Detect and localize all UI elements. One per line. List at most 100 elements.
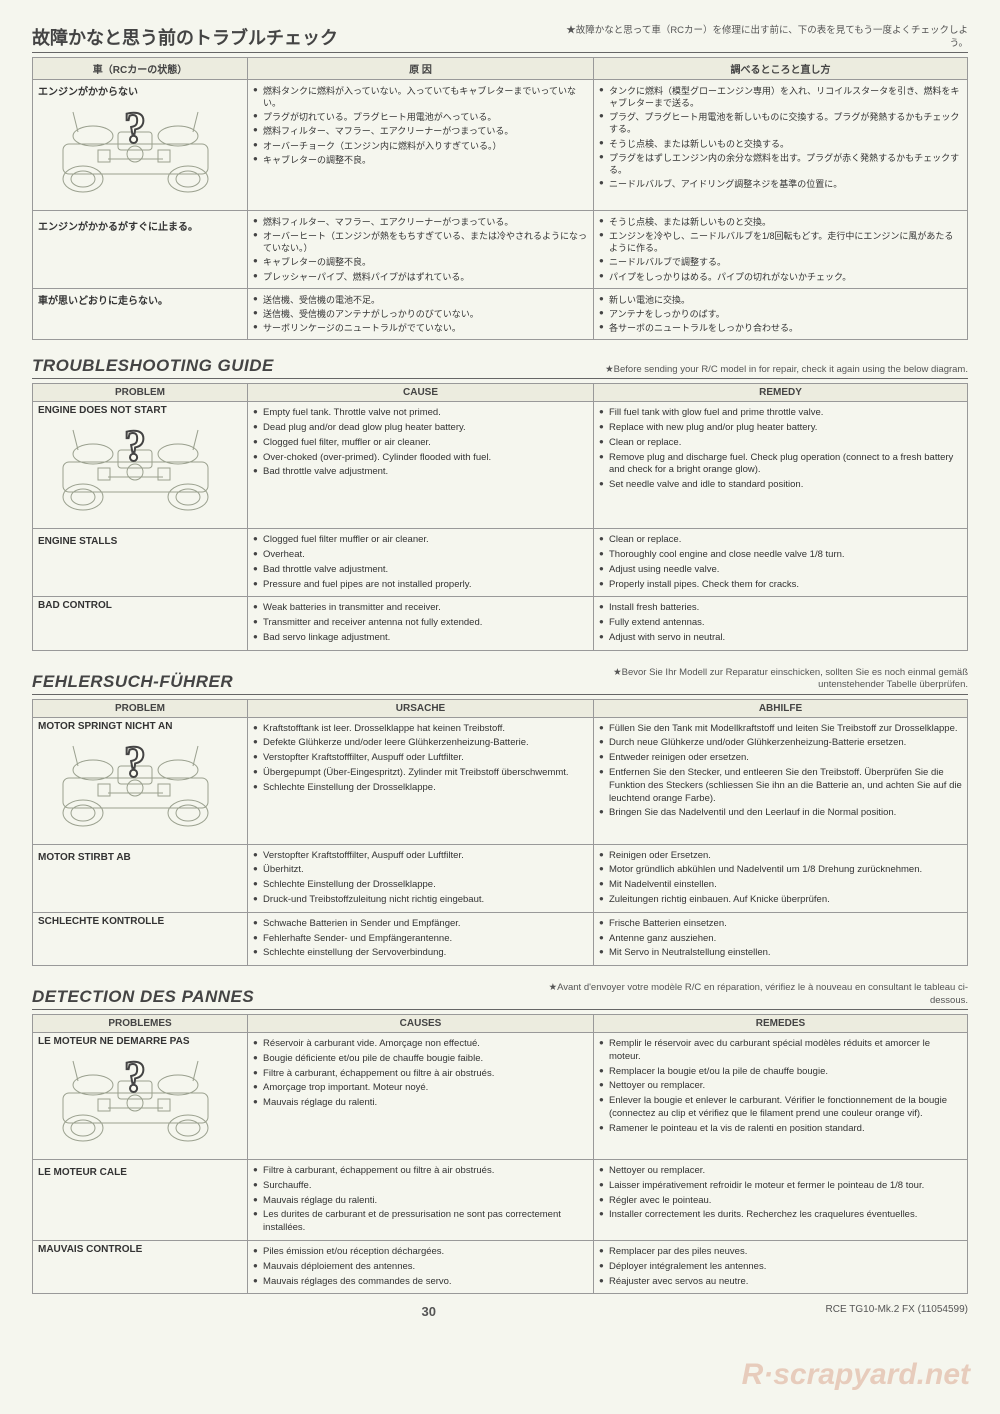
cause-cell: Schwache Batterien in Sender und Empfäng…: [248, 912, 594, 965]
cause-item: Overheat.: [253, 549, 588, 562]
troubleshoot-table-de: PROBLEM URSACHE ABHILFE MOTOR SPRINGT NI…: [32, 699, 968, 967]
cause-cell: Kraftstofftank ist leer. Drosselklappe h…: [248, 717, 594, 844]
problem-label: MAUVAIS CONTROLE: [38, 1244, 242, 1255]
cause-item: Mauvais réglages des commandes de servo.: [253, 1276, 588, 1289]
remedy-cell: Nettoyer ou remplacer. Laisser impérative…: [593, 1159, 967, 1240]
th-problem: PROBLEM: [33, 384, 248, 402]
remedy-item: Remove plug and discharge fuel. Check pl…: [599, 452, 962, 478]
remedy-item: Motor gründlich abkühlen und Nadelventil…: [599, 864, 962, 877]
remedy-cell: Reinigen oder Ersetzen.Motor gründlich a…: [593, 844, 967, 912]
th-problem: PROBLEMES: [33, 1014, 248, 1032]
chassis-diagram: ?: [38, 104, 233, 204]
section-note: ★Avant d'envoyer votre modèle R/C en rép…: [548, 982, 968, 1007]
section-header-fr: DETECTION DES PANNES ★Avant d'envoyer vo…: [32, 982, 968, 1010]
cause-item: Mauvais déploiement des antennes.: [253, 1261, 588, 1274]
page: 故障かなと思う前のトラブルチェック ★故障かなと思って車（RCカー）を修理に出す…: [0, 0, 1000, 1414]
remedy-item: プラグ、プラグヒート用電池を新しいものに交換する。プラグが発熱するかもチェックす…: [599, 111, 962, 135]
cause-item: Schlechte Einstellung der Drosselklappe.: [253, 879, 588, 892]
remedy-item: Adjust with servo in neutral.: [599, 632, 962, 645]
remedy-item: Remplacer par des piles neuves.: [599, 1246, 962, 1259]
remedy-item: アンテナをしっかりのばす。: [599, 308, 962, 320]
problem-label: MOTOR SPRINGT NICHT AN: [38, 721, 242, 732]
table-row: エンジンがかからない ? 燃料タンクに燃料が入っていない。入っていてもキャブレタ…: [33, 80, 968, 211]
remedy-item: Fully extend antennas.: [599, 617, 962, 630]
section-title: FEHLERSUCH-FÜHRER: [32, 672, 233, 692]
svg-text:?: ?: [124, 104, 146, 152]
table-row: LE MOTEUR NE DEMARRE PAS ? Réservoir à c…: [33, 1032, 968, 1159]
problem-label: エンジンがかからない: [38, 83, 242, 98]
remedy-item: Nettoyer ou remplacer.: [599, 1165, 962, 1178]
problem-cell: BAD CONTROL: [33, 597, 248, 650]
page-number: 30: [422, 1304, 436, 1319]
cause-cell: 燃料タンクに燃料が入っていない。入っていてもキャブレターまでいっていない。プラグ…: [248, 80, 594, 211]
remedy-item: パイプをしっかりはめる。パイプの切れがないかチェック。: [599, 271, 962, 283]
remedy-item: Laisser impérativement refroidir le mote…: [599, 1180, 962, 1193]
table-row: MOTOR STIRBT AB Verstopfter Kraftstofffil…: [33, 844, 968, 912]
remedy-item: 新しい電池に交換。: [599, 294, 962, 306]
section-note: ★故障かなと思って車（RCカー）を修理に出す前に、下の表を見てもう一度よくチェッ…: [548, 25, 968, 50]
table-row: MAUVAIS CONTROLE Piles émission et/ou réc…: [33, 1240, 968, 1293]
remedy-cell: タンクに燃料（模型グローエンジン専用）を入れ、リコイルスタータを引き、燃料をキャ…: [593, 80, 967, 211]
table-row: ENGINE DOES NOT START ? Empty fuel tank.…: [33, 402, 968, 529]
problem-cell: MOTOR SPRINGT NICHT AN ?: [33, 717, 248, 844]
cause-item: Defekte Glühkerze und/oder leere Glühker…: [253, 737, 588, 750]
remedy-item: Mit Nadelventil einstellen.: [599, 879, 962, 892]
cause-item: Pressure and fuel pipes are not installe…: [253, 579, 588, 592]
section-note: ★Before sending your R/C model in for re…: [605, 364, 968, 376]
table-row: SCHLECHTE KONTROLLESchwache Batterien in…: [33, 912, 968, 965]
th-cause: CAUSES: [248, 1014, 594, 1032]
remedy-item: Ramener le pointeau et la vis de ralenti…: [599, 1123, 962, 1136]
chassis-illustration: ?: [38, 422, 242, 525]
problem-cell: ENGINE DOES NOT START ?: [33, 402, 248, 529]
remedy-cell: Clean or replace.Thoroughly cool engine …: [593, 529, 967, 597]
document-id: RCE TG10-Mk.2 FX (11054599): [826, 1304, 968, 1319]
remedy-item: ニードルバルブ、アイドリング調整ネジを基準の位置に。: [599, 178, 962, 190]
remedy-item: Durch neue Glühkerze und/oder Glühkerzen…: [599, 737, 962, 750]
remedy-item: Installer correctement les durits. Reche…: [599, 1209, 962, 1222]
troubleshoot-table-fr: PROBLEMES CAUSES REMEDES LE MOTEUR NE DE…: [32, 1014, 968, 1295]
cause-item: Bad throttle valve adjustment.: [253, 466, 588, 479]
section-header-jp: 故障かなと思う前のトラブルチェック ★故障かなと思って車（RCカー）を修理に出す…: [32, 24, 968, 53]
cause-item: Clogged fuel filter muffler or air clean…: [253, 534, 588, 547]
cause-item: Übergepumpt (Über-Eingespritzt). Zylinde…: [253, 767, 588, 780]
problem-label: MOTOR STIRBT AB: [38, 852, 242, 863]
chassis-diagram: ?: [38, 1053, 233, 1153]
chassis-diagram: ?: [38, 738, 233, 838]
remedy-item: Antenne ganz ausziehen.: [599, 933, 962, 946]
svg-text:?: ?: [124, 1053, 146, 1101]
cause-item: キャブレターの調整不良。: [253, 256, 588, 268]
cause-item: オーバーチョーク（エンジン内に燃料が入りすぎている。）: [253, 140, 588, 152]
cause-item: 燃料フィルター、マフラー、エアクリーナーがつまっている。: [253, 216, 588, 228]
cause-item: 燃料フィルター、マフラー、エアクリーナーがつまっている。: [253, 125, 588, 137]
remedy-item: Nettoyer ou remplacer.: [599, 1080, 962, 1093]
problem-label: LE MOTEUR CALE: [38, 1167, 242, 1178]
th-cause: 原 因: [248, 58, 594, 80]
remedy-item: タンクに燃料（模型グローエンジン専用）を入れ、リコイルスタータを引き、燃料をキャ…: [599, 85, 962, 109]
cause-cell: Réservoir à carburant vide. Amorçage non…: [248, 1032, 594, 1159]
cause-item: 送信機、受信機の電池不足。: [253, 294, 588, 306]
troubleshoot-table-en: PROBLEM CAUSE REMEDY ENGINE DOES NOT STA…: [32, 383, 968, 651]
cause-cell: Verstopfter Kraftstofffilter, Auspuff od…: [248, 844, 594, 912]
cause-item: Mauvais réglage du ralenti.: [253, 1195, 588, 1208]
section-title: DETECTION DES PANNES: [32, 987, 254, 1007]
cause-item: 送信機、受信機のアンテナがしっかりのびていない。: [253, 308, 588, 320]
table-row: MOTOR SPRINGT NICHT AN ? Kraftstofftank …: [33, 717, 968, 844]
table-row: ENGINE STALLSClogged fuel filter muffler…: [33, 529, 968, 597]
remedy-item: Füllen Sie den Tank mit Modellkraftstoff…: [599, 723, 962, 736]
remedy-cell: Frische Batterien einsetzen.Antenne ganz…: [593, 912, 967, 965]
remedy-item: Set needle valve and idle to standard po…: [599, 479, 962, 492]
cause-item: プレッシャーパイプ、燃料パイプがはずれている。: [253, 271, 588, 283]
cause-item: Surchauffe.: [253, 1180, 588, 1193]
section-header-de: FEHLERSUCH-FÜHRER ★Bevor Sie Ihr Modell …: [32, 667, 968, 695]
th-cause: URSACHE: [248, 699, 594, 717]
table-row: エンジンがかかるがすぐに止まる。燃料フィルター、マフラー、エアクリーナーがつまっ…: [33, 211, 968, 289]
remedy-cell: Install fresh batteries. Fully extend ant…: [593, 597, 967, 650]
remedy-item: そうじ点検、または新しいものと交換。: [599, 216, 962, 228]
problem-cell: LE MOTEUR CALE: [33, 1159, 248, 1240]
cause-item: Piles émission et/ou réception déchargée…: [253, 1246, 588, 1259]
remedy-item: Reinigen oder Ersetzen.: [599, 850, 962, 863]
section-title: 故障かなと思う前のトラブルチェック: [32, 24, 338, 50]
problem-label: LE MOTEUR NE DEMARRE PAS: [38, 1036, 242, 1047]
cause-item: Empty fuel tank. Throttle valve not prim…: [253, 407, 588, 420]
remedy-item: Install fresh batteries.: [599, 602, 962, 615]
